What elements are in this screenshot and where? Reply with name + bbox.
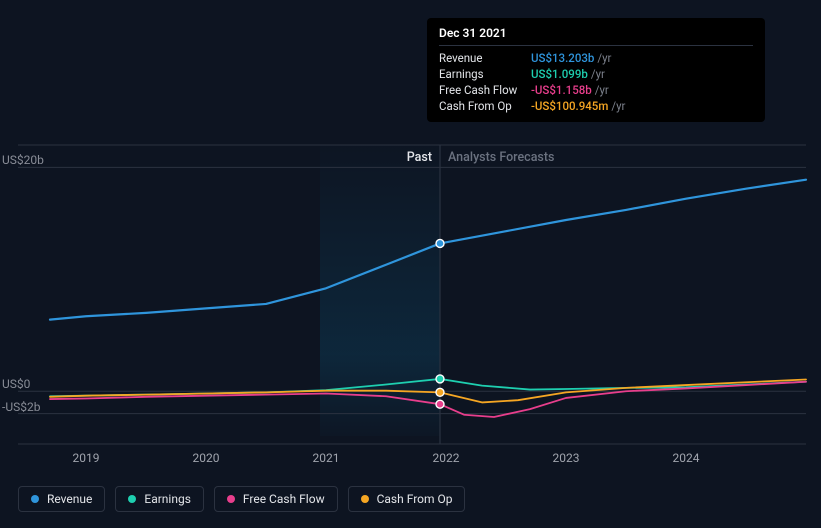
section-label-past: Past [407, 150, 432, 165]
tooltip-metric-value: -US$1.158b [531, 83, 592, 97]
tooltip-date: Dec 31 2021 [439, 26, 753, 46]
x-axis-label: 2019 [73, 451, 100, 465]
tooltip-metric-value: -US$100.945m [531, 99, 608, 113]
x-axis-label: 2020 [193, 451, 220, 465]
y-axis-label: US$0 [2, 377, 62, 391]
legend-label: Cash From Op [377, 492, 453, 506]
legend-item-revenue[interactable]: Revenue [18, 486, 105, 512]
x-axis-label: 2024 [673, 451, 700, 465]
legend-label: Earnings [144, 492, 191, 506]
legend-dot-icon [361, 495, 369, 503]
chart-legend: Revenue Earnings Free Cash Flow Cash From O… [18, 486, 465, 512]
legend-item-cash-from-op[interactable]: Cash From Op [348, 486, 466, 512]
tooltip-unit: /yr [597, 51, 611, 65]
y-axis-label: -US$2b [2, 400, 62, 414]
legend-dot-icon [227, 495, 235, 503]
section-label-forecast: Analysts Forecasts [448, 150, 554, 165]
y-axis-label: US$20b [2, 153, 62, 167]
tooltip-metric-value: US$1.099b [531, 67, 588, 81]
legend-item-earnings[interactable]: Earnings [115, 486, 204, 512]
tooltip-metric-label: Earnings [439, 67, 531, 81]
legend-label: Revenue [47, 492, 92, 506]
tooltip-metric-label: Revenue [439, 51, 531, 65]
x-axis-label: 2023 [553, 451, 580, 465]
tooltip-metric-label: Free Cash Flow [439, 83, 531, 97]
tooltip-metric-value: US$13.203b [531, 51, 594, 65]
tooltip-row: Cash From Op-US$100.945m/yr [439, 98, 753, 114]
chart-tooltip: Dec 31 2021 RevenueUS$13.203b/yrEarnings… [427, 18, 765, 122]
x-axis-label: 2022 [433, 451, 460, 465]
tooltip-metric-label: Cash From Op [439, 99, 531, 113]
legend-dot-icon [128, 495, 136, 503]
legend-label: Free Cash Flow [243, 492, 325, 506]
tooltip-unit: /yr [591, 67, 605, 81]
tooltip-row: Free Cash Flow-US$1.158b/yr [439, 82, 753, 98]
tooltip-unit: /yr [595, 83, 609, 97]
legend-item-free-cash-flow[interactable]: Free Cash Flow [214, 486, 338, 512]
tooltip-row: EarningsUS$1.099b/yr [439, 66, 753, 82]
tooltip-unit: /yr [611, 99, 625, 113]
tooltip-row: RevenueUS$13.203b/yr [439, 50, 753, 66]
x-axis-label: 2021 [313, 451, 340, 465]
legend-dot-icon [31, 495, 39, 503]
